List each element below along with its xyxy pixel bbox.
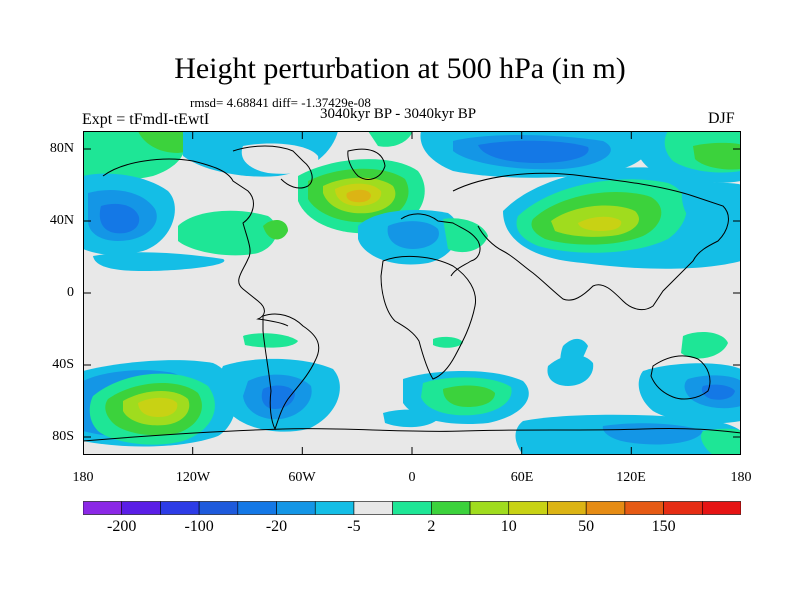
experiment-label: Expt = tFmdI-tEwtI bbox=[82, 111, 210, 128]
contour-area bbox=[99, 203, 140, 234]
map-plot bbox=[83, 131, 741, 455]
contour-area bbox=[443, 385, 495, 407]
contour-area bbox=[478, 140, 589, 163]
period-label: 3040kyr BP - 3040kyr BP bbox=[320, 106, 477, 122]
colorbar-swatch bbox=[585, 501, 626, 515]
contour-area bbox=[263, 219, 288, 240]
colorbar-swatch bbox=[160, 501, 200, 515]
contour-area bbox=[693, 142, 741, 170]
x-tick-label: 180 bbox=[730, 470, 752, 485]
contour-area bbox=[701, 384, 735, 400]
contour-area bbox=[681, 331, 728, 359]
colorbar-swatch bbox=[353, 501, 393, 515]
x-tick-label: 180 bbox=[72, 470, 94, 485]
contour-area bbox=[346, 189, 371, 203]
y-tick-label: 40N bbox=[49, 213, 74, 228]
colorbar-swatch bbox=[508, 501, 548, 515]
contour-field bbox=[83, 131, 741, 455]
colorbar-label: 10 bbox=[500, 518, 517, 535]
contour-area bbox=[681, 182, 741, 228]
colorbar-swatch bbox=[624, 501, 664, 515]
colorbar-swatch bbox=[83, 501, 123, 515]
colorbar-swatch bbox=[469, 501, 510, 515]
australia-coast bbox=[650, 355, 711, 400]
colorbar-swatch bbox=[392, 501, 432, 515]
colorbar-label: -5 bbox=[347, 518, 361, 535]
contour-area bbox=[93, 252, 225, 271]
contour-area bbox=[701, 428, 741, 455]
colorbar bbox=[83, 501, 741, 515]
colorbar-label: 2 bbox=[427, 518, 436, 535]
y-tick-label: 0 bbox=[67, 285, 74, 300]
colorbar-swatch bbox=[121, 501, 161, 515]
europe-coast bbox=[400, 213, 481, 277]
colorbar-label: -200 bbox=[107, 518, 137, 535]
contour-area bbox=[243, 333, 298, 348]
contour-area bbox=[368, 131, 413, 147]
colorbar-swatch bbox=[237, 501, 277, 515]
y-tick-label: 80N bbox=[49, 141, 74, 156]
x-tick-label: 0 bbox=[408, 470, 416, 485]
plot-title: Height perturbation at 500 hPa (in m) bbox=[174, 52, 626, 85]
colorbar-swatch bbox=[663, 501, 703, 515]
colorbar-swatch bbox=[276, 501, 316, 515]
contour-area bbox=[433, 336, 463, 348]
x-tick-label: 60E bbox=[510, 470, 534, 485]
coastlines bbox=[83, 145, 741, 442]
stats-text: rmsd= 4.68841 diff= -1.37429e-08 bbox=[190, 95, 371, 110]
contour-area bbox=[443, 218, 488, 253]
x-tick-label: 120E bbox=[616, 470, 646, 485]
colorbar-swatch bbox=[701, 501, 741, 515]
contour-area bbox=[241, 143, 319, 174]
contour-area bbox=[178, 210, 277, 256]
south-america-coast bbox=[262, 313, 320, 431]
axis-ticks bbox=[83, 131, 741, 455]
contour-area bbox=[547, 355, 594, 386]
x-tick-label: 60W bbox=[288, 470, 316, 485]
colorbar-label: 50 bbox=[578, 518, 595, 535]
colorbar-label: -100 bbox=[184, 518, 214, 535]
eurasia-coast bbox=[452, 172, 729, 311]
colorbar-swatch bbox=[314, 501, 355, 515]
season-label: DJF bbox=[708, 110, 735, 127]
x-tick-label: 120W bbox=[175, 470, 211, 485]
north-america-coast bbox=[102, 158, 289, 327]
antarctica-coast bbox=[83, 427, 741, 442]
africa-coast bbox=[380, 256, 477, 380]
contour-area bbox=[578, 216, 622, 231]
colorbar-swatch bbox=[547, 501, 587, 515]
y-tick-label: 40S bbox=[52, 357, 74, 372]
contour-area bbox=[387, 221, 439, 249]
greenland-island bbox=[347, 148, 386, 180]
contour-area bbox=[138, 397, 178, 417]
greenland-coast bbox=[232, 145, 313, 189]
colorbar-label: 150 bbox=[651, 518, 676, 535]
colorbar-label: -20 bbox=[265, 518, 288, 535]
colorbar-swatch bbox=[198, 501, 239, 515]
contour-area bbox=[383, 409, 438, 428]
y-tick-label: 80S bbox=[52, 429, 74, 444]
colorbar-swatch bbox=[431, 501, 471, 515]
